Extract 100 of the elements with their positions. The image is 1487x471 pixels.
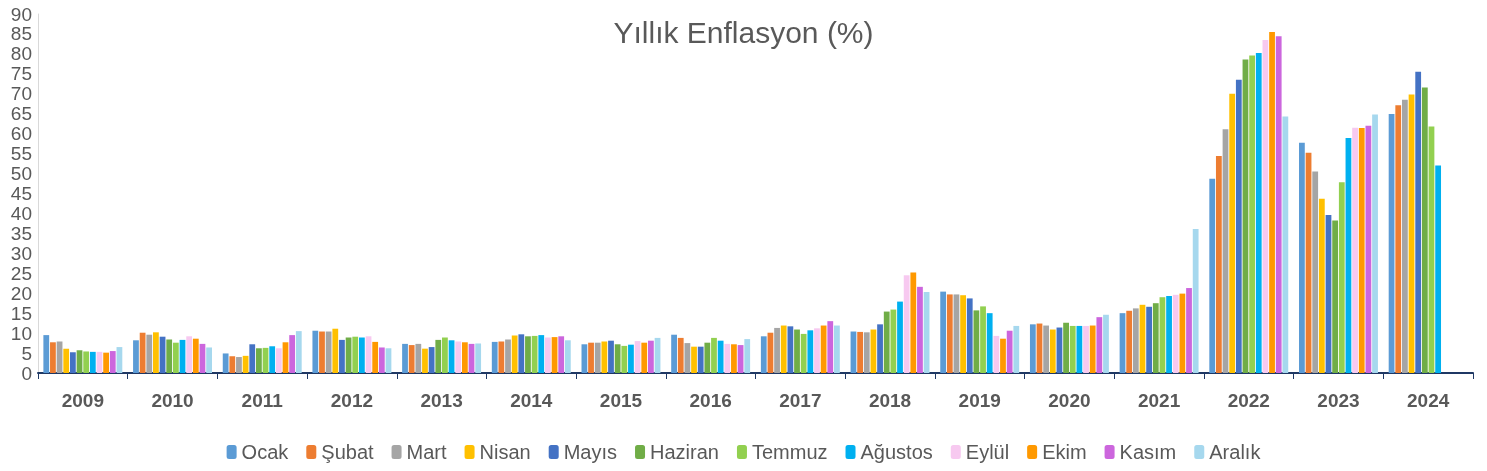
x-tick-label: 2010 <box>151 390 194 411</box>
bar <box>1006 330 1013 373</box>
legend-label: Şubat <box>321 441 375 463</box>
bar <box>1013 325 1020 373</box>
bar <box>332 328 339 373</box>
bar <box>249 344 256 373</box>
y-tick-label: 75 <box>10 63 32 85</box>
bar <box>787 326 794 373</box>
bar <box>724 343 731 373</box>
bar <box>206 347 212 373</box>
bar <box>505 339 511 373</box>
bar <box>807 330 814 373</box>
bar <box>312 330 319 373</box>
y-tick-label: 15 <box>10 302 32 324</box>
bar <box>461 342 468 373</box>
x-tick-label: 2022 <box>1227 390 1270 411</box>
bar <box>1000 338 1006 373</box>
bar <box>325 331 332 373</box>
bar <box>1076 325 1083 373</box>
bar <box>518 334 525 373</box>
bar <box>1083 325 1089 373</box>
bar <box>222 353 229 373</box>
bar <box>1249 55 1255 373</box>
x-tick-label: 2015 <box>599 390 643 411</box>
legend-label: Mayıs <box>563 441 618 463</box>
bar <box>1179 293 1186 373</box>
bar <box>50 342 56 373</box>
bar <box>475 343 482 373</box>
x-tick-label: 2014 <box>510 390 553 411</box>
y-tick-label: 20 <box>10 282 32 304</box>
bar <box>774 327 780 373</box>
bar <box>890 309 897 373</box>
bar <box>63 348 70 373</box>
bar <box>153 332 159 373</box>
bar <box>319 331 325 373</box>
x-tick-label: 2017 <box>779 390 822 411</box>
bar <box>594 342 601 373</box>
x-tick-label: 2019 <box>958 390 1001 411</box>
bar <box>538 335 545 373</box>
bar <box>910 272 917 373</box>
x-tick-label: 2013 <box>420 390 463 411</box>
bar <box>684 343 691 373</box>
bar <box>1172 294 1179 373</box>
legend-label: Kasım <box>1119 441 1177 463</box>
bar <box>372 341 379 373</box>
bar <box>794 329 800 373</box>
bar <box>378 347 385 373</box>
bar <box>614 344 621 373</box>
bar <box>1358 128 1365 373</box>
bar <box>186 336 193 373</box>
legend-label: Haziran <box>650 441 719 463</box>
bar <box>760 336 767 373</box>
bar <box>648 340 654 373</box>
bar <box>863 332 870 373</box>
bar <box>1152 303 1159 373</box>
bar <box>897 301 903 373</box>
bar <box>628 344 634 373</box>
y-tick-label: 85 <box>10 23 32 45</box>
bar <box>545 337 551 373</box>
bar <box>1395 105 1402 373</box>
bar <box>352 336 359 373</box>
bar <box>986 313 993 373</box>
bar <box>1146 306 1153 373</box>
bar <box>139 332 146 373</box>
y-tick-label: 55 <box>10 143 32 165</box>
bar <box>289 335 296 373</box>
x-tick-label: 2018 <box>868 390 912 411</box>
bar <box>415 343 422 373</box>
bar <box>608 340 614 373</box>
y-tick-label: 25 <box>10 262 32 284</box>
bar <box>857 331 863 373</box>
bar <box>69 352 76 373</box>
bar <box>442 337 448 373</box>
bar <box>1209 178 1216 373</box>
bar <box>601 341 608 373</box>
bar <box>1089 325 1096 373</box>
bar <box>1235 79 1242 373</box>
bar <box>564 340 571 373</box>
bar <box>491 341 498 373</box>
y-tick-label: 5 <box>21 342 32 364</box>
bar <box>498 341 505 373</box>
bar <box>1096 317 1103 373</box>
bar <box>229 356 236 373</box>
bar <box>1332 220 1339 373</box>
legend-label: Nisan <box>479 441 531 463</box>
bar <box>525 336 531 373</box>
bar <box>877 324 883 373</box>
bar <box>269 346 276 373</box>
bar <box>1372 114 1378 373</box>
bar <box>558 336 565 373</box>
bar <box>166 339 173 373</box>
bar <box>1312 171 1319 373</box>
bar <box>435 339 442 373</box>
bar <box>1186 288 1192 373</box>
bar <box>146 334 153 373</box>
x-tick-label: 2011 <box>241 390 284 411</box>
bar <box>256 348 262 373</box>
y-tick-label: 65 <box>10 103 32 125</box>
bar <box>780 325 787 373</box>
bar <box>1255 53 1262 373</box>
